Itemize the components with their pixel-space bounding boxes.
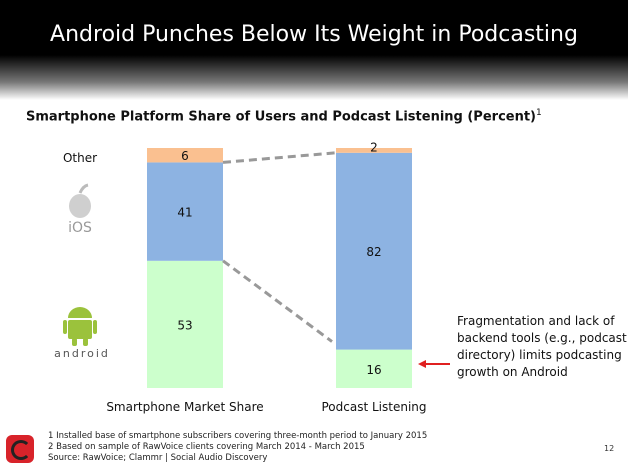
clammr-logo-icon (6, 435, 34, 463)
data-label-other: 2 (370, 140, 378, 154)
data-label-android: 16 (366, 363, 381, 377)
apple-logo-icon (69, 194, 91, 218)
android-robot-arm-icon (63, 320, 67, 334)
android-robot-head-icon (68, 307, 92, 318)
legend-android: android (54, 347, 110, 360)
android-robot-body-icon (68, 320, 92, 339)
bar-segment-other (336, 148, 412, 153)
connector-android-top (222, 259, 333, 343)
slide-title: Android Punches Below Its Weight in Podc… (50, 22, 578, 47)
data-label-ios: 41 (177, 206, 192, 220)
bar-segment-android (147, 260, 223, 388)
data-label-ios: 82 (366, 245, 381, 259)
chart-title-text: Smartphone Platform Share of Users and P… (26, 109, 536, 125)
bar-segment-other (147, 148, 223, 163)
legend-ios: iOS (68, 220, 92, 236)
bar-segment-android (336, 349, 412, 388)
footnote-2: 2 Based on sample of RawVoice clients co… (48, 442, 365, 452)
header-band (0, 0, 628, 100)
chart-title: Smartphone Platform Share of Users and P… (26, 108, 542, 124)
android-robot-arm-icon (93, 320, 97, 334)
data-label-android: 53 (177, 318, 192, 332)
category-label: Podcast Listening (321, 400, 426, 414)
android-robot-leg-icon (72, 338, 77, 346)
data-label-other: 6 (181, 149, 189, 163)
category-label: Smartphone Market Share (106, 400, 263, 414)
source-note: Source: RawVoice; Clammr | Social Audio … (48, 453, 268, 463)
connector-ios-top (222, 151, 337, 164)
page-number: 12 (604, 444, 615, 453)
footnotes: 1 Installed base of smartphone subscribe… (48, 431, 427, 464)
legend-other: Other (63, 151, 97, 165)
arrow-left-icon (418, 360, 426, 368)
bar-segment-ios (336, 152, 412, 350)
title-footnote-marker: 1 (536, 108, 542, 118)
apple-leaf-icon (78, 183, 89, 194)
android-robot-leg-icon (83, 338, 88, 346)
annotation-text: Fragmentation and lack of backend tools … (457, 314, 627, 379)
footnote-1: 1 Installed base of smartphone subscribe… (48, 431, 428, 441)
bar-segment-ios (147, 162, 223, 261)
